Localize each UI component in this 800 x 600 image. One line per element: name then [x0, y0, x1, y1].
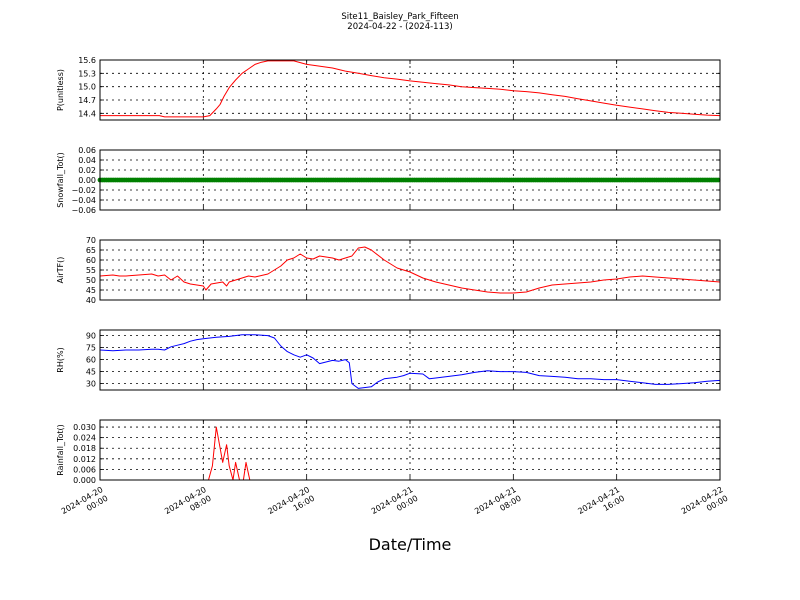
y-tick-label: 90: [86, 332, 96, 341]
series-line: [99, 334, 721, 389]
panel-2: −0.06−0.04−0.020.000.020.040.06 Snowfall_…: [56, 146, 721, 215]
y-tick-label: 0.024: [73, 434, 96, 443]
y-tick-label: 0.04: [78, 156, 96, 165]
panel-4: 30 45 60 75 90 RH(%): [56, 329, 721, 391]
y-tick-label: −0.06: [71, 206, 96, 215]
chart-subtitle: 2024-04-22 - (2024-113): [347, 22, 452, 32]
y-tick-label: 65: [86, 246, 96, 255]
y-tick-label: 45: [86, 286, 96, 295]
x-axis-label: Date/Time: [369, 535, 452, 554]
y-axis-label: Snowfall_Tot(): [56, 152, 65, 208]
y-tick-label: 60: [86, 256, 96, 265]
y-tick-label: 0.030: [73, 423, 96, 432]
y-tick-label: 14.7: [78, 96, 96, 105]
y-tick-label: 0.00: [78, 176, 96, 185]
panel-1: 14.4 14.7 15.0 15.3 15.6 P(unitless): [56, 56, 721, 121]
y-axis-label: RH(%): [56, 347, 65, 372]
panels: 14.414.715.015.315.6P(unitless)−0.06−0.0…: [56, 56, 730, 516]
y-axis-label: Rainfall_Tot(): [56, 424, 65, 476]
panel-frame: [99, 59, 721, 121]
y-tick-label: 0.000: [73, 476, 96, 485]
y-tick-label: 50: [86, 276, 96, 285]
y-tick-label: 0.006: [73, 465, 96, 474]
y-tick-label: 60: [86, 356, 96, 365]
y-tick-label: 0.012: [73, 455, 96, 464]
y-tick-label: −0.02: [71, 186, 96, 195]
chart-title: Site11_Baisley_Park_Fifteen: [341, 12, 458, 22]
y-tick-label: 70: [86, 236, 96, 245]
panel-frame: [99, 239, 721, 301]
data-point: [715, 177, 721, 183]
y-tick-label: 30: [86, 380, 96, 389]
y-tick-label: 0.06: [78, 146, 96, 155]
panel-frame: [99, 329, 721, 391]
y-tick-label: 14.4: [78, 109, 96, 118]
y-tick-label: 0.018: [73, 444, 96, 453]
y-tick-label: 40: [86, 296, 96, 305]
y-tick-label: 15.0: [78, 83, 96, 92]
y-tick-label: 75: [86, 344, 96, 353]
y-axis-label: AirTF(): [56, 257, 65, 284]
series-line: [100, 60, 721, 118]
y-tick-label: 15.3: [78, 69, 96, 78]
y-tick-label: 15.6: [78, 56, 96, 65]
y-tick-label: −0.04: [71, 196, 96, 205]
y-tick-label: 0.02: [78, 166, 96, 175]
y-tick-label: 45: [86, 368, 96, 377]
y-tick-label: 55: [86, 266, 96, 275]
panel-frame: [99, 419, 721, 481]
series-line: [100, 426, 720, 481]
panel-frame: [99, 149, 721, 211]
y-axis-label: P(unitless): [56, 69, 65, 111]
series-line: [99, 246, 721, 294]
